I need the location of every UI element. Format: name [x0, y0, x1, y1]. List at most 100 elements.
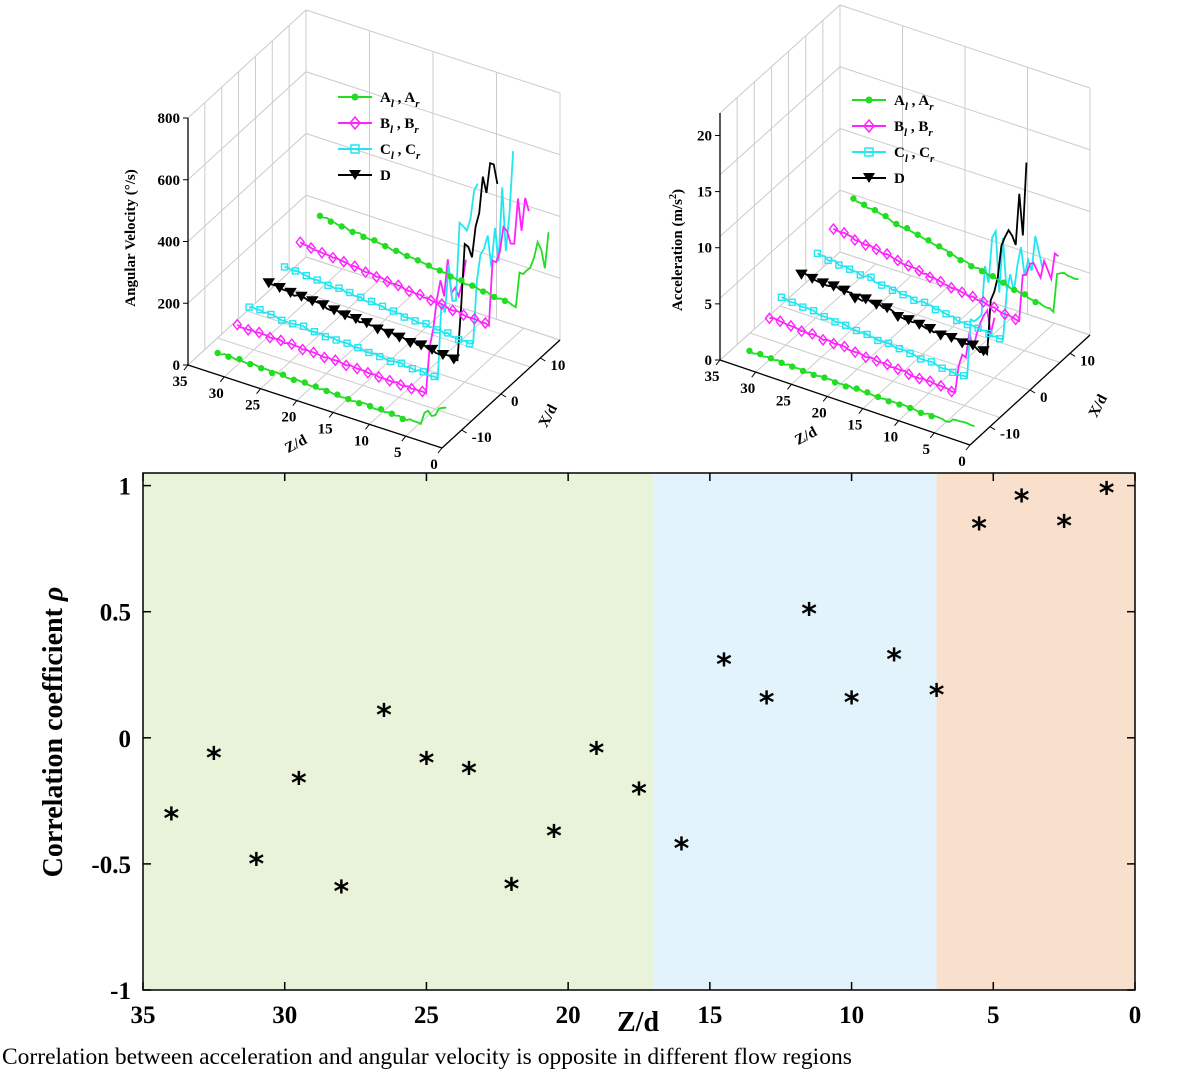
marker-dot	[767, 355, 775, 362]
marker-dot	[799, 367, 807, 375]
marker-square	[343, 339, 351, 347]
marker-diamond	[849, 233, 860, 247]
marker-dot	[290, 376, 298, 384]
marker-dot	[225, 353, 232, 360]
legend-sub: l	[390, 124, 394, 136]
z-tick	[292, 400, 298, 406]
legend-sub: r	[416, 150, 421, 162]
legend-marker	[351, 93, 359, 101]
marker-dot	[1000, 279, 1007, 286]
data-point: *	[716, 648, 732, 683]
y-tick-label: -1	[110, 978, 131, 1005]
marker-triangle	[327, 305, 341, 316]
data-point: *	[631, 777, 647, 812]
marker-square	[824, 256, 832, 265]
legend-sub: r	[930, 153, 935, 165]
y-tick-label: 400	[158, 235, 181, 251]
marker-square	[389, 307, 398, 315]
z-tick	[256, 388, 261, 395]
legend-marker	[863, 118, 875, 134]
marker-dot	[928, 412, 935, 420]
legend-label-D: D	[380, 168, 391, 184]
y-tick-label: 5	[705, 297, 713, 313]
marker-dot	[377, 405, 385, 413]
marker-diamond	[935, 379, 946, 393]
x-tick	[1029, 389, 1036, 394]
z-tick-label: 30	[209, 386, 224, 402]
z-tick-label: 20	[281, 410, 296, 426]
z-tick-label: 0	[430, 457, 438, 473]
marker-square	[920, 298, 929, 307]
z-tick-label: 20	[812, 405, 827, 421]
z-axis-line	[719, 359, 971, 446]
marker-dot	[323, 387, 330, 395]
marker-dot	[925, 237, 932, 244]
trace-B	[769, 308, 996, 394]
marker-dot	[447, 273, 454, 280]
marker-square	[332, 336, 340, 344]
data-point: *	[419, 747, 435, 782]
legend-letter: C	[894, 145, 905, 161]
marker-square	[949, 368, 957, 377]
marker-triangle	[360, 318, 374, 329]
data-traces	[746, 162, 1079, 427]
marker-dot	[355, 400, 363, 407]
marker-dot	[1010, 286, 1018, 294]
x-tick-label: 15	[697, 1002, 722, 1029]
z-tick-label: 35	[173, 374, 188, 390]
y-tick-label: 0	[119, 726, 132, 753]
marker-square	[302, 271, 310, 280]
marker-dot	[345, 395, 352, 403]
y-tick-label: 0	[705, 353, 713, 369]
marker-square	[813, 249, 822, 258]
marker-dot	[914, 231, 921, 238]
marker-diamond	[382, 275, 393, 288]
marker-dot	[268, 369, 276, 377]
marker-diamond	[317, 246, 327, 259]
marker-triangle	[816, 278, 830, 289]
data-point: *	[163, 802, 179, 837]
marker-dot	[366, 402, 374, 410]
marker-square	[995, 335, 1004, 343]
marker-square	[953, 316, 961, 325]
marker-square	[376, 352, 384, 361]
data-point: *	[376, 699, 392, 734]
marker-dot	[371, 237, 378, 244]
y-tick-label: 1	[119, 474, 132, 501]
legend-label-A: Al , Ar	[894, 93, 934, 113]
marker-dot	[301, 379, 308, 386]
marker-triangle	[913, 319, 926, 330]
marker-diamond	[839, 226, 850, 239]
data-point: *	[461, 757, 477, 792]
marker-square	[430, 372, 438, 381]
x-tick-label: 10	[1080, 353, 1095, 369]
y-axis-title-text: Correlation coefficient	[38, 601, 69, 877]
y-axis-title-sup: 2	[668, 194, 679, 199]
marker-diamond	[425, 294, 436, 307]
legend-marker	[350, 144, 360, 154]
marker-triangle	[425, 344, 439, 355]
y-tick-label: 0	[173, 358, 181, 374]
marker-dot	[403, 252, 411, 260]
marker-triangle	[880, 303, 894, 314]
marker-square	[931, 305, 939, 314]
marker-square	[856, 271, 864, 279]
z-tick	[715, 359, 721, 366]
grid-line	[187, 256, 561, 366]
marker-dot	[968, 262, 975, 270]
marker-dot	[778, 359, 785, 367]
marker-diamond	[860, 351, 871, 364]
marker-dot	[236, 355, 243, 363]
marker-diamond	[807, 327, 818, 341]
trace-markers-C	[245, 303, 438, 381]
marker-dot	[349, 228, 356, 236]
marker-diamond	[480, 317, 491, 330]
plot-frame	[142, 472, 1136, 991]
trace-A	[319, 215, 550, 309]
marker-square	[444, 329, 452, 337]
marker-diamond	[243, 323, 254, 336]
marker-square	[831, 318, 839, 326]
z-axis-title: Z/d	[792, 424, 820, 449]
marker-square	[884, 339, 893, 347]
